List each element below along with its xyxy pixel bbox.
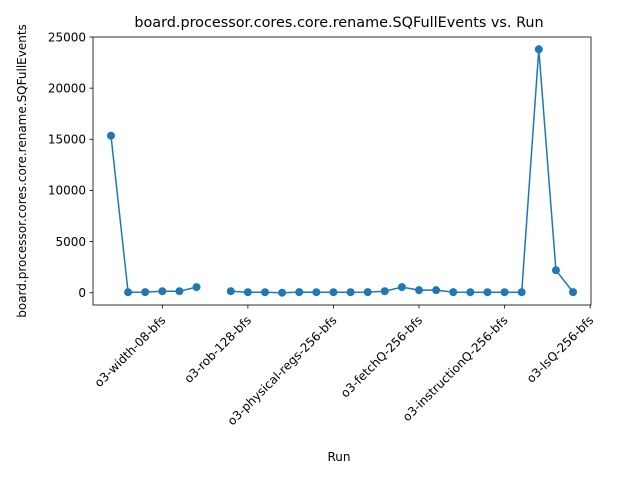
data-point [500, 288, 509, 297]
data-point [226, 287, 235, 296]
y-tick-label: 25000 [48, 30, 86, 44]
data-point [106, 131, 115, 140]
x-axis-label: Run [327, 450, 350, 464]
data-point [534, 45, 543, 54]
data-point [551, 266, 560, 275]
y-axis-label: board.processor.cores.core.rename.SQFull… [15, 24, 29, 318]
data-point [449, 288, 458, 297]
data-point [483, 288, 492, 297]
data-point [260, 288, 269, 297]
data-point [158, 287, 167, 296]
data-point [363, 288, 372, 297]
y-tick-label: 0 [78, 286, 86, 300]
chart-title: board.processor.cores.core.rename.SQFull… [134, 15, 543, 31]
data-point [569, 288, 578, 297]
data-point [415, 286, 424, 295]
data-point [346, 288, 355, 297]
data-point [278, 288, 287, 297]
data-point [329, 288, 338, 297]
data-point [141, 288, 150, 297]
y-tick-label: 20000 [48, 81, 86, 95]
data-point [517, 288, 526, 297]
data-point [466, 288, 475, 297]
data-point [243, 288, 252, 297]
data-point [432, 286, 441, 295]
y-tick-label: 15000 [48, 133, 86, 147]
axes-frame [92, 36, 592, 306]
y-tick-label: 5000 [55, 235, 86, 249]
data-point [192, 283, 201, 292]
data-point [124, 288, 133, 297]
data-point [380, 287, 389, 296]
data-point [397, 283, 406, 292]
y-tick-label: 10000 [48, 184, 86, 198]
data-point [175, 287, 184, 296]
data-point [295, 288, 304, 297]
data-point [312, 288, 321, 297]
